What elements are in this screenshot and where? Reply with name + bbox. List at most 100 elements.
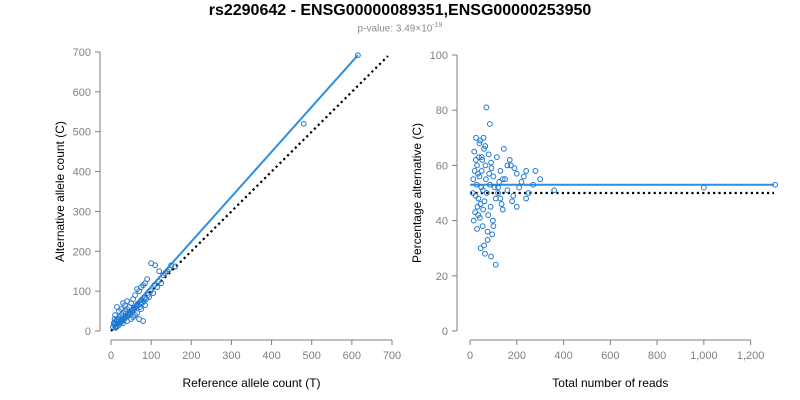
right-data-point — [470, 217, 477, 224]
right-data-point — [502, 176, 508, 183]
left-x-tick-label: 500 — [303, 350, 321, 362]
right-data-point — [478, 154, 485, 161]
right-data-point — [516, 184, 523, 191]
left-data-point — [140, 318, 147, 324]
right-data-point — [483, 190, 490, 196]
right-data-point — [469, 190, 476, 196]
right-data-point — [475, 195, 482, 202]
right-data-point — [473, 181, 480, 188]
right-data-point — [513, 203, 520, 210]
right-y-tick-label: 60 — [436, 160, 448, 172]
right-data-point — [490, 217, 496, 224]
right-data-point — [484, 228, 491, 235]
left-data-point — [111, 316, 118, 322]
left-x-tick-label: 200 — [182, 350, 200, 362]
right-y-tick-label: 0 — [442, 326, 448, 338]
right-data-point — [493, 154, 500, 161]
chart-title: rs2290642 - ENSG00000089351,ENSG00000253… — [208, 2, 592, 19]
right-data-point — [475, 212, 482, 218]
right-data-point — [497, 195, 504, 202]
left-x-tick-label: 600 — [343, 350, 361, 362]
left-data-point — [120, 300, 126, 307]
right-data-point — [490, 223, 497, 230]
p-value-text: p-value: 3.49×10 — [357, 23, 433, 35]
left-data-point — [134, 310, 140, 316]
left-y-tick-label: 700 — [73, 47, 91, 59]
right-data-point — [488, 165, 495, 172]
right-data-point — [499, 176, 506, 183]
right-data-point — [484, 237, 491, 243]
left-y-tick-label: 0 — [85, 326, 91, 338]
right-data-point — [482, 250, 488, 257]
right-data-point — [523, 195, 530, 202]
left-data-point — [155, 278, 162, 285]
right-data-point — [501, 145, 507, 152]
left-data-point — [354, 52, 361, 59]
right-data-point — [477, 137, 484, 144]
right-x-axis-title: Total number of reads — [552, 376, 668, 390]
left-data-point — [130, 314, 136, 320]
right-data-point — [477, 201, 484, 207]
right-data-point — [472, 156, 479, 163]
right-data-point — [495, 190, 501, 196]
right-y-tick-label: 40 — [436, 216, 448, 228]
right-data-point — [532, 168, 539, 174]
right-data-point — [473, 134, 479, 141]
right-data-point — [478, 168, 485, 174]
left-data-point — [148, 260, 155, 267]
left-data-point — [166, 266, 173, 273]
right-x-tick-label: 600 — [601, 350, 619, 362]
right-data-point — [486, 121, 493, 127]
left-x-tick-label: 100 — [142, 350, 160, 362]
right-data-point — [476, 140, 483, 147]
left-fit-line — [114, 54, 359, 328]
right-x-tick-label: 1,000 — [690, 350, 718, 362]
left-data-point — [162, 270, 169, 277]
right-data-point — [499, 206, 506, 213]
left-x-axis-title: Reference allele count (T) — [182, 376, 320, 390]
right-x-tick-label: 1,200 — [737, 350, 765, 362]
left-data-point — [142, 302, 149, 308]
left-data-point — [122, 312, 129, 319]
left-x-tick-label: 700 — [383, 350, 401, 362]
right-data-point — [492, 195, 499, 202]
right-data-point — [470, 176, 477, 183]
right-data-point — [700, 184, 707, 191]
left-data-point — [151, 282, 158, 289]
left-x-tick-label: 300 — [222, 350, 240, 362]
right-data-point — [489, 231, 496, 238]
left-data-point — [138, 297, 145, 303]
right-data-point — [485, 151, 492, 158]
left-data-point — [141, 295, 148, 302]
left-data-point — [134, 300, 141, 307]
right-data-point — [482, 143, 489, 149]
right-data-point — [506, 156, 513, 163]
left-y-tick-label: 600 — [73, 87, 91, 99]
right-data-point — [488, 159, 494, 166]
left-y-tick-label: 400 — [73, 167, 91, 179]
right-data-point — [480, 206, 486, 213]
right-data-point — [476, 173, 483, 180]
left-data-point — [112, 324, 119, 331]
right-data-point — [513, 170, 520, 177]
right-data-point — [491, 184, 498, 191]
right-data-point — [479, 223, 486, 230]
left-data-point — [112, 312, 118, 318]
right-data-point — [511, 165, 518, 172]
left-data-point — [172, 263, 179, 270]
right-x-tick-label: 800 — [648, 350, 666, 362]
right-data-point — [471, 148, 478, 155]
left-data-point — [147, 288, 154, 295]
right-data-point — [508, 162, 514, 169]
left-y-tick-label: 500 — [73, 127, 91, 139]
right-data-point — [537, 176, 544, 183]
right-data-point — [504, 187, 511, 194]
left-x-tick-label: 400 — [262, 350, 280, 362]
left-data-point — [126, 308, 133, 315]
right-data-point — [482, 162, 489, 169]
right-data-point — [523, 168, 530, 174]
right-y-tick-label: 100 — [430, 50, 448, 62]
right-data-point — [481, 145, 487, 152]
right-x-tick-label: 0 — [467, 350, 473, 362]
